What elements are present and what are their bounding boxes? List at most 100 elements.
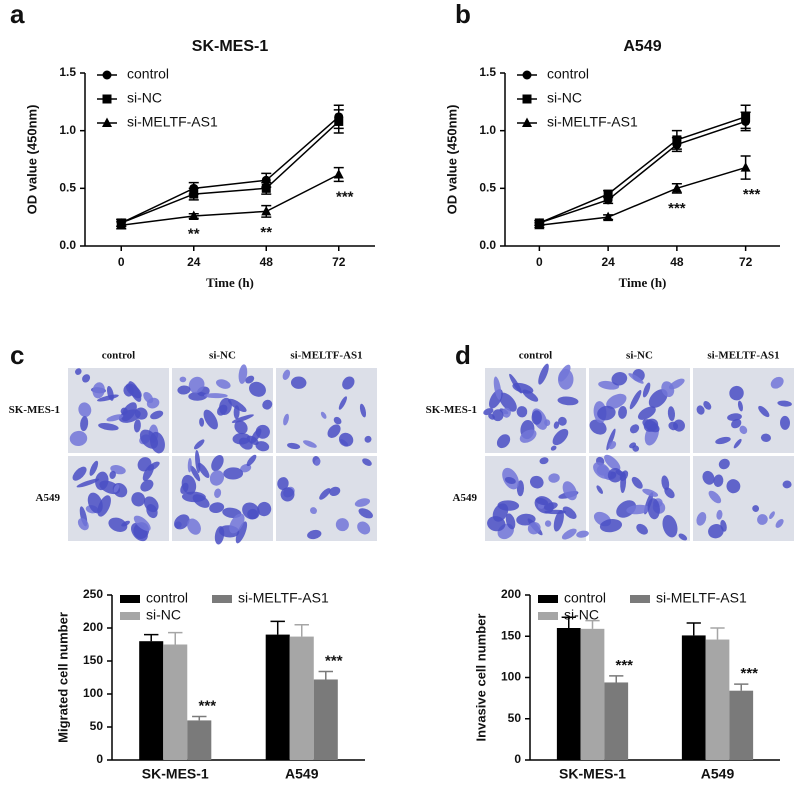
- y-tick-label: 1.0: [479, 123, 496, 137]
- stained-cell: [544, 509, 567, 515]
- stained-cell: [647, 498, 660, 520]
- panel-label: c: [10, 340, 24, 370]
- y-tick-label: 150: [501, 628, 521, 642]
- x-tick-label: A549: [285, 766, 319, 782]
- legend-swatch: [538, 612, 558, 620]
- stained-cell: [493, 376, 502, 400]
- stained-cell: [606, 428, 616, 451]
- stained-cell: [604, 454, 621, 471]
- stained-cell: [335, 518, 349, 532]
- column-label: si-MELTF-AS1: [707, 350, 779, 362]
- stained-cell: [752, 505, 760, 512]
- x-axis-label: Time (h): [619, 275, 667, 290]
- stained-cell: [504, 476, 516, 484]
- x-tick-label: 24: [601, 255, 615, 269]
- column-label: control: [519, 350, 552, 362]
- stained-cell: [234, 420, 248, 435]
- bar: [681, 635, 706, 760]
- marker: [261, 205, 272, 216]
- stained-cell: [235, 521, 248, 544]
- stained-cell: [648, 389, 668, 408]
- y-tick-label: 100: [501, 670, 521, 684]
- stained-cell: [770, 376, 784, 389]
- legend-swatch: [538, 595, 558, 603]
- stained-cell: [174, 514, 190, 530]
- panel-label: d: [455, 340, 471, 370]
- stained-cell: [731, 418, 742, 429]
- stained-cell: [505, 513, 516, 530]
- y-axis-label: OD value (450nm): [444, 105, 459, 215]
- stained-cell: [661, 475, 670, 491]
- y-tick-label: 0.0: [479, 238, 496, 252]
- stained-cell: [782, 480, 792, 489]
- stained-cell: [631, 476, 643, 489]
- stained-cell: [715, 436, 731, 445]
- error-bar: [561, 616, 576, 628]
- stained-cell: [483, 408, 494, 416]
- stained-cell: [606, 393, 627, 409]
- stained-cell: [240, 463, 252, 473]
- stained-cell: [329, 486, 341, 497]
- legend-label: control: [146, 590, 188, 606]
- stained-cell: [629, 424, 640, 434]
- marker: [102, 117, 112, 127]
- stained-cell: [548, 473, 560, 483]
- stained-cell: [499, 392, 517, 412]
- micrograph: [485, 456, 589, 541]
- stained-cell: [637, 406, 656, 420]
- stained-cell: [760, 433, 771, 442]
- stained-cell: [597, 405, 616, 421]
- stained-cell: [662, 514, 678, 538]
- marker: [672, 135, 682, 145]
- stained-cell: [82, 374, 91, 383]
- micrograph: [172, 449, 273, 545]
- stained-cell: [195, 449, 201, 474]
- legend-label: control: [564, 590, 606, 606]
- stained-cell: [608, 441, 617, 450]
- stained-cell: [667, 406, 676, 421]
- stained-cell: [69, 430, 88, 447]
- y-tick-label: 1.5: [59, 65, 76, 79]
- stained-cell: [552, 428, 569, 446]
- significance: ***: [336, 188, 354, 205]
- stained-cell: [643, 418, 659, 432]
- stained-cell: [108, 517, 128, 532]
- stained-cell: [769, 511, 775, 520]
- stained-cell: [629, 389, 642, 410]
- legend-label: si-MELTF-AS1: [547, 114, 638, 130]
- chart-title: A549: [623, 38, 661, 55]
- stained-cell: [77, 518, 89, 531]
- significance: **: [188, 225, 200, 242]
- stained-cell: [496, 434, 511, 449]
- bar: [604, 682, 629, 760]
- stained-cell: [726, 479, 741, 494]
- column-label: control: [102, 350, 135, 362]
- y-tick-label: 50: [508, 711, 522, 725]
- bar: [187, 720, 212, 760]
- significance: ***: [668, 200, 686, 217]
- stained-cell: [203, 409, 218, 430]
- legend-swatch: [120, 612, 140, 620]
- stained-cell: [642, 382, 651, 398]
- series-line: [539, 120, 746, 224]
- stained-cell: [214, 488, 222, 498]
- micrograph: [68, 368, 169, 454]
- bar: [265, 634, 290, 760]
- column-label: si-NC: [626, 350, 653, 362]
- stained-cell: [287, 442, 301, 450]
- legend-label: si-NC: [127, 90, 162, 106]
- stained-cell: [702, 470, 715, 485]
- y-tick-label: 250: [83, 587, 103, 601]
- stained-cell: [527, 522, 541, 535]
- marker: [522, 70, 532, 80]
- y-tick-label: 0.5: [59, 181, 76, 195]
- micrograph: [589, 454, 690, 541]
- stained-cell: [211, 454, 224, 472]
- stained-cell: [777, 400, 792, 407]
- stained-cell: [80, 416, 89, 432]
- y-tick-label: 0: [96, 752, 103, 766]
- stained-cell: [282, 369, 291, 380]
- stained-cell: [290, 376, 307, 389]
- stained-cell: [780, 415, 790, 430]
- stained-cell: [245, 375, 255, 384]
